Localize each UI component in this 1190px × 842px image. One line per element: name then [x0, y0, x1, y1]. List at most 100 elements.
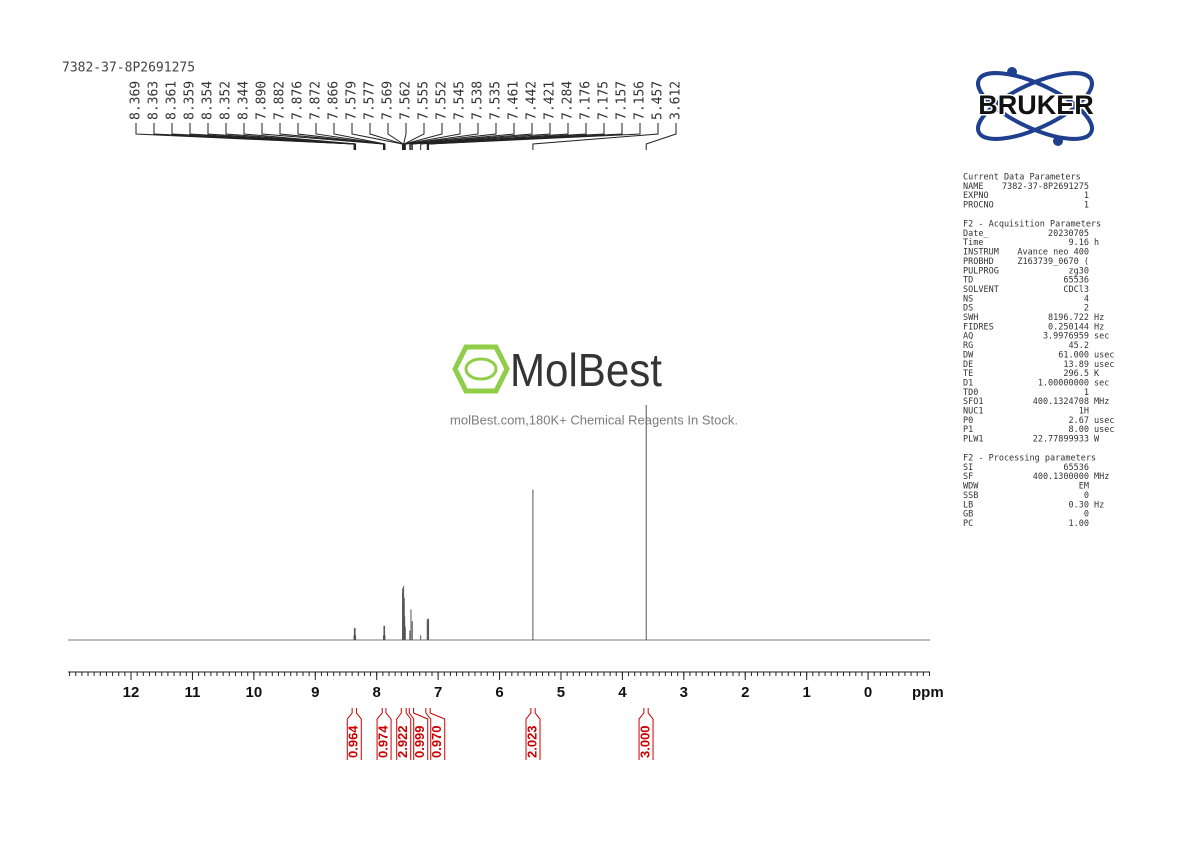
param-value: 65536 — [1063, 276, 1089, 286]
param-value: 8196.722 — [1048, 313, 1089, 323]
integral-bracket — [408, 708, 429, 760]
peak-label-connector — [333, 123, 386, 150]
param-value: 20230705 — [1048, 229, 1089, 239]
param-unit: usec — [1094, 360, 1114, 370]
param-key: DW — [963, 350, 974, 360]
peak-label: 8.359 — [183, 81, 198, 120]
param-key: TD0 — [963, 388, 978, 398]
peak-label: 7.890 — [255, 81, 270, 120]
param-key: SOLVENT — [963, 285, 999, 295]
peak-label: 7.421 — [543, 81, 558, 120]
peak-label: 7.579 — [345, 81, 360, 120]
x-tick-label: 10 — [246, 684, 263, 701]
param-section-title: F2 - Acquisition Parameters — [963, 220, 1101, 230]
param-key: D1 — [963, 378, 973, 388]
param-key: P1 — [963, 425, 973, 435]
logo-text: BRUKER — [978, 90, 1094, 120]
peak-label: 7.876 — [291, 81, 306, 120]
param-key: EXPNO — [963, 191, 989, 201]
param-unit: usec — [1094, 425, 1114, 435]
param-unit: sec — [1094, 378, 1109, 388]
x-tick-label: 1 — [802, 684, 810, 701]
param-key: SSB — [963, 491, 978, 501]
param-value: 1.00000000 — [1038, 378, 1089, 388]
peak-label: 7.866 — [327, 81, 342, 120]
x-tick-label: 9 — [311, 684, 319, 701]
param-key: PROCNO — [963, 201, 994, 211]
peak-label-connector — [387, 123, 404, 150]
param-key: NS — [963, 294, 973, 304]
peak-label: 8.352 — [219, 81, 234, 120]
peak-label: 7.577 — [363, 81, 378, 120]
peak-label: 3.612 — [669, 81, 684, 120]
peak-label-connector — [369, 123, 404, 150]
param-key: NUC1 — [963, 407, 983, 417]
integral-bracket — [376, 708, 392, 760]
peak-label: 7.569 — [381, 81, 396, 120]
peak-label: 7.552 — [435, 81, 450, 120]
peak-label: 8.363 — [147, 81, 162, 120]
chart-title: 7382-37-8P2691275 — [62, 61, 195, 76]
param-value: 8.00 — [1069, 425, 1089, 435]
param-value: 3.9976959 — [1043, 332, 1089, 342]
param-key: FIDRES — [963, 322, 994, 332]
peak-label-connector — [645, 123, 677, 150]
integral-bracket — [425, 708, 446, 760]
peak-label-connector — [420, 123, 569, 150]
param-unit: usec — [1094, 350, 1114, 360]
param-value: 65536 — [1063, 463, 1089, 473]
param-key: TE — [963, 369, 973, 379]
peak-label-connector — [315, 123, 386, 150]
watermark: MolBest molBest.com,180K+ Chemical Reage… — [450, 344, 738, 427]
param-value: 45.2 — [1069, 341, 1089, 351]
param-key: PROBHD — [963, 257, 994, 267]
peak-label: 7.545 — [453, 81, 468, 120]
integral-label: 3.000 — [637, 725, 652, 758]
param-key: LB — [963, 500, 973, 510]
param-unit: h — [1094, 238, 1099, 248]
param-key: P0 — [963, 416, 973, 426]
integral-label: 0.974 — [376, 725, 391, 758]
param-value: 400.1324708 — [1033, 397, 1089, 407]
param-value: 296.5 — [1063, 369, 1089, 379]
param-key: GB — [963, 510, 973, 520]
logo-dot — [1007, 67, 1017, 77]
logo-orbit — [976, 71, 1094, 141]
param-value: 1 — [1084, 201, 1089, 211]
param-key: Time — [963, 238, 983, 248]
bruker-logo: BRUKER — [976, 67, 1095, 146]
param-key: SI — [963, 463, 973, 473]
peak-label-connector — [243, 123, 357, 150]
param-value: 13.89 — [1063, 360, 1089, 370]
logo-orbit — [976, 71, 1094, 141]
param-key: SF — [963, 472, 973, 482]
peak-label: 5.457 — [651, 81, 666, 120]
param-unit: Hz — [1094, 322, 1104, 332]
x-tick-label: 8 — [373, 684, 381, 701]
x-tick-label: 7 — [434, 684, 442, 701]
integral-label: 0.970 — [429, 725, 444, 758]
peak-label-connector — [428, 123, 641, 150]
param-value: 400.1300000 — [1033, 472, 1089, 482]
param-value: 0.250144 — [1048, 322, 1089, 332]
integral-bracket — [396, 708, 412, 760]
x-tick-label: 5 — [557, 684, 565, 701]
param-value: 1.00 — [1069, 519, 1089, 529]
param-value: 2 — [1084, 304, 1089, 314]
param-key: Date_ — [963, 229, 989, 239]
peak-label: 8.344 — [237, 81, 252, 120]
integral-label: 2.023 — [524, 725, 539, 758]
watermark-tagline: molBest.com,180K+ Chemical Reagents In S… — [450, 412, 738, 427]
param-value: 0 — [1084, 510, 1089, 520]
param-value: CDCl3 — [1063, 285, 1089, 295]
param-value: 0 — [1084, 491, 1089, 501]
param-key: AQ — [963, 332, 973, 342]
param-section-title: F2 - Processing parameters — [963, 454, 1096, 464]
peak-label: 8.354 — [201, 81, 216, 120]
param-key: RG — [963, 341, 973, 351]
param-unit: K — [1094, 369, 1100, 379]
peak-label-connector — [410, 123, 533, 150]
param-value: 0.30 — [1069, 500, 1089, 510]
x-tick-label: 0 — [864, 684, 872, 701]
